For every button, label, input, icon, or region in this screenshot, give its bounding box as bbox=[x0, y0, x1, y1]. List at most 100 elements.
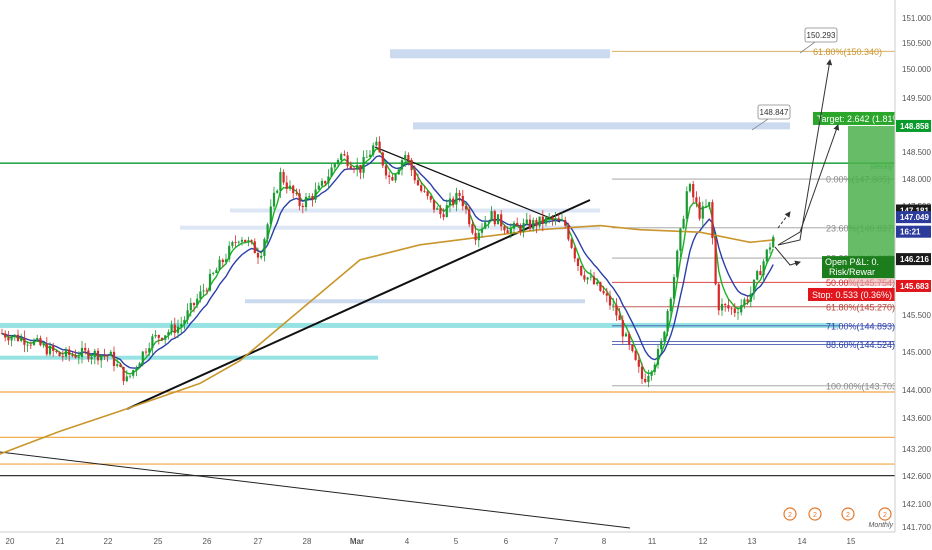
candle-body-61 bbox=[196, 298, 199, 306]
candle-body-241 bbox=[772, 236, 775, 248]
candle-body-105 bbox=[336, 160, 340, 164]
price-tick-0: 151.000 bbox=[902, 14, 931, 23]
candle-body-90 bbox=[288, 185, 292, 189]
candle-body-177 bbox=[567, 225, 570, 240]
time-tick-1: 21 bbox=[56, 537, 65, 546]
price-tick-3: 149.500 bbox=[902, 94, 931, 103]
candle-body-6 bbox=[20, 337, 23, 341]
candle-body-35 bbox=[112, 351, 116, 366]
zone-1 bbox=[413, 122, 790, 130]
candle-body-124 bbox=[397, 169, 400, 175]
candle-body-201 bbox=[644, 378, 647, 383]
time-tick-0: 20 bbox=[6, 537, 15, 546]
candle-body-7 bbox=[23, 337, 26, 345]
price-tick-15: 143.600 bbox=[902, 414, 931, 423]
price-tick-16: 143.200 bbox=[902, 445, 931, 454]
candle-body-181 bbox=[580, 265, 583, 276]
event-icons[interactable]: 2 2 2 2 bbox=[783, 507, 892, 521]
candle-body-191 bbox=[612, 304, 615, 306]
candle-body-234 bbox=[749, 293, 752, 302]
callout-pointer-0 bbox=[799, 41, 816, 54]
time-axis[interactable]: 20 21 22 25 26 27 28 Mar 4 5 6 7 8 11 12 13 14 15 bbox=[0, 531, 932, 550]
price-tick-12: 145.000 bbox=[902, 348, 931, 357]
fib-label-4: 61.80%(145.270) bbox=[826, 302, 895, 312]
candle-body-25 bbox=[80, 347, 84, 357]
candle-body-198 bbox=[634, 350, 637, 360]
candle-body-71 bbox=[228, 245, 231, 260]
candle-body-224 bbox=[717, 284, 720, 311]
price-axis[interactable]: 151.000150.500150.000149.500149.000148.5… bbox=[894, 0, 932, 550]
time-tick-9: 5 bbox=[454, 537, 459, 546]
pnl-label: Open P&L: 0. bbox=[825, 257, 879, 267]
candle-body-195 bbox=[624, 333, 628, 337]
callout-box-0 bbox=[804, 27, 838, 43]
candle-body-123 bbox=[394, 174, 397, 181]
price-tag-box-5 bbox=[896, 279, 931, 292]
candle-body-17 bbox=[55, 350, 58, 352]
stop-label: Stop: 0.533 (0.36%) bbox=[812, 290, 892, 300]
zone-2 bbox=[245, 299, 585, 304]
zone-0 bbox=[390, 49, 610, 59]
candle-body-163 bbox=[522, 222, 525, 232]
candle-body-30 bbox=[96, 350, 100, 361]
candle-body-189 bbox=[605, 293, 608, 296]
candle-body-33 bbox=[106, 355, 109, 357]
candle-body-93 bbox=[298, 193, 301, 206]
candle-body-150 bbox=[480, 228, 484, 233]
risk-reward-label: Risk/Rewar bbox=[829, 267, 875, 277]
candle-body-19 bbox=[61, 356, 64, 357]
candle-body-155 bbox=[496, 214, 500, 225]
candle-body-78 bbox=[250, 240, 253, 242]
candle-body-73 bbox=[234, 242, 237, 243]
candle-body-231 bbox=[740, 305, 743, 313]
candle-body-222 bbox=[711, 202, 714, 239]
time-tick-11: 7 bbox=[554, 537, 559, 546]
candle-body-12 bbox=[39, 338, 42, 346]
candle-body-69 bbox=[221, 259, 224, 263]
event-icon-label-0: 2 bbox=[788, 512, 792, 519]
price-tick-19: 141.700 bbox=[902, 523, 931, 532]
candle-body-238 bbox=[762, 261, 765, 276]
projection-arrows[interactable] bbox=[774, 59, 840, 267]
candle-body-211 bbox=[676, 250, 679, 278]
candle-body-59 bbox=[189, 302, 192, 311]
candle-body-154 bbox=[493, 211, 496, 225]
candle-body-214 bbox=[685, 191, 688, 219]
candle-body-5 bbox=[16, 334, 20, 341]
candle-body-29 bbox=[93, 350, 96, 357]
candle-body-148 bbox=[474, 232, 477, 241]
candle-body-83 bbox=[266, 224, 269, 240]
stop-label-box bbox=[808, 287, 895, 301]
candle-body-52 bbox=[167, 332, 170, 336]
candle-body-100 bbox=[320, 180, 324, 186]
time-tick-3: 25 bbox=[154, 537, 163, 546]
event-icon-label-2: 2 bbox=[846, 512, 850, 519]
candles bbox=[0, 136, 775, 388]
price-callouts[interactable]: 150.293 148.847 bbox=[751, 27, 838, 131]
candle-body-76 bbox=[244, 239, 247, 243]
time-tick-8: 4 bbox=[405, 537, 410, 546]
candle-body-77 bbox=[247, 240, 250, 243]
candle-body-122 bbox=[391, 176, 394, 181]
candle-body-187 bbox=[599, 282, 602, 291]
candle-body-54 bbox=[173, 324, 176, 333]
candle-body-70 bbox=[224, 259, 228, 263]
candle-body-111 bbox=[356, 164, 359, 170]
candle-body-165 bbox=[528, 219, 532, 229]
candle-body-229 bbox=[733, 308, 736, 313]
candle-body-49 bbox=[157, 335, 160, 338]
candle-body-104 bbox=[333, 163, 336, 168]
price-tick-18: 142.100 bbox=[902, 500, 931, 509]
candle-body-112 bbox=[359, 164, 362, 173]
candle-body-147 bbox=[471, 224, 474, 233]
target-label-box bbox=[813, 111, 895, 125]
long-position-tool[interactable]: Target: 2.642 (1.81%) Stop: 0.533 (0.36%)… bbox=[808, 111, 904, 301]
candle-body-74 bbox=[237, 241, 240, 243]
zone-cyan-1 bbox=[0, 355, 378, 360]
candle-body-227 bbox=[727, 305, 730, 309]
candle-body-170 bbox=[544, 217, 548, 224]
candle-body-179 bbox=[573, 247, 576, 259]
candle-body-141 bbox=[452, 198, 455, 205]
